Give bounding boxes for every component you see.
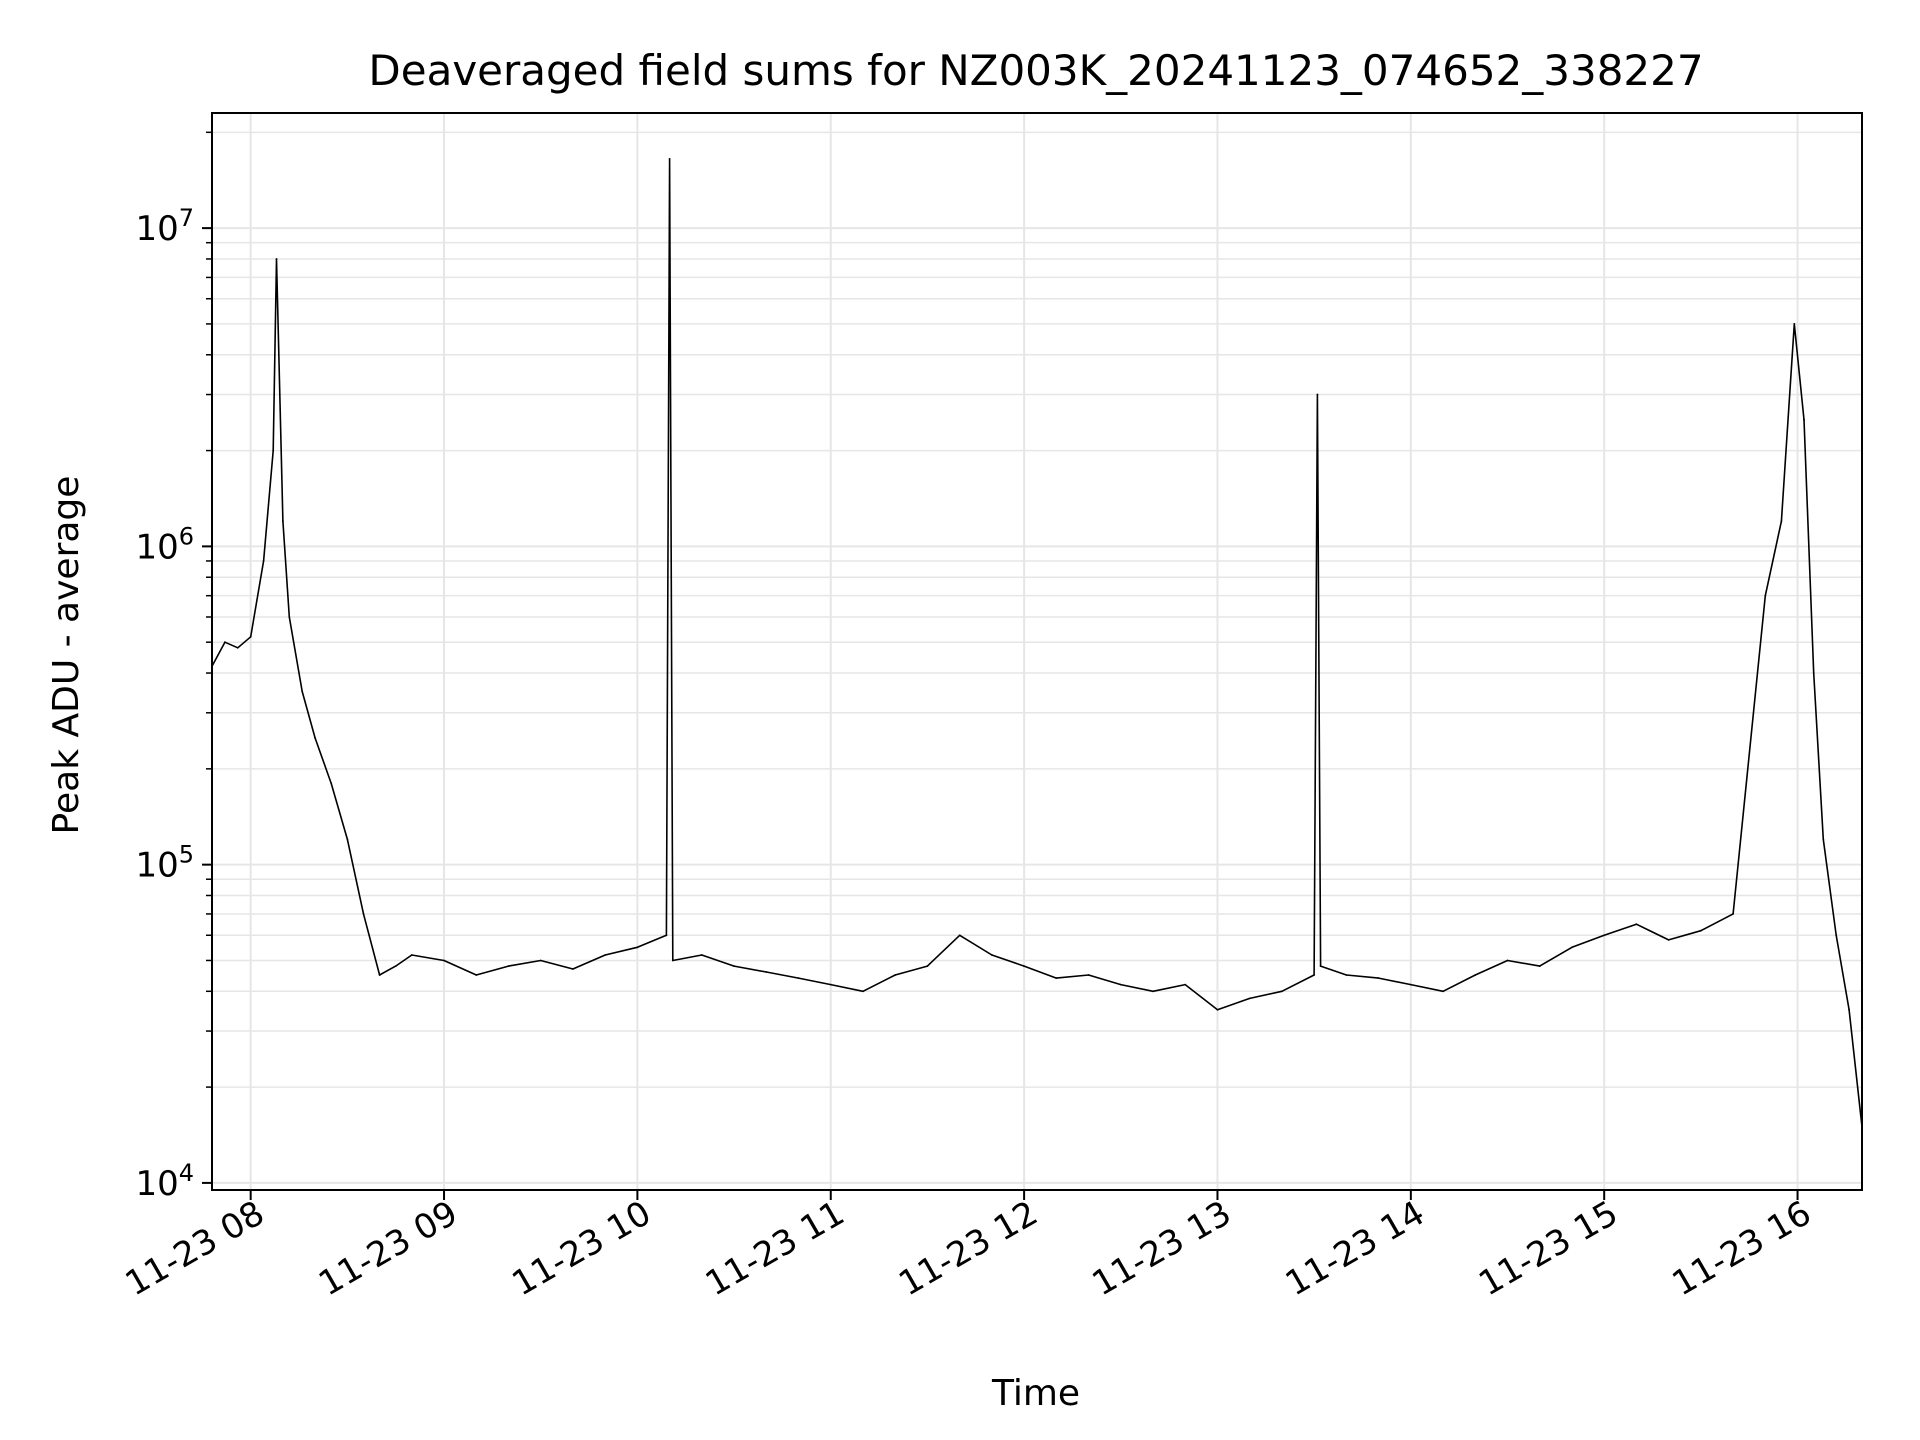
data-point [1812,672,1815,674]
data-point [507,965,510,967]
data-point [362,913,365,915]
data-point [301,690,304,693]
data-point [1732,913,1734,915]
data-point [1119,983,1122,986]
data-point [1571,946,1573,949]
data-point [224,641,226,644]
x-axis-label: Time [991,1373,1080,1414]
data-point [314,737,316,739]
data-point [894,974,897,976]
series-layer [211,158,1863,1128]
data-point [410,954,413,956]
data-point [636,946,639,949]
y-tick-label: 105 [135,841,194,886]
data-point [539,959,542,962]
data-point [700,954,703,956]
y-axis-label: Peak ADU - average [46,476,87,835]
y-tick-label: 107 [135,204,194,249]
data-point [1538,965,1541,967]
data-point [1764,594,1767,597]
y-axis: 104 105 106 107 [135,131,212,1204]
data-point [572,968,574,970]
data-point [1055,977,1058,979]
data-point [272,449,275,452]
data-point [671,959,674,962]
data-point [330,782,333,785]
data-point [275,258,278,260]
data-point [378,974,381,976]
data-point [604,954,607,956]
data-point [1319,965,1322,967]
data-point [1603,934,1606,937]
data-point [765,971,768,973]
data-point [1793,323,1796,325]
data-point [1409,983,1412,986]
data-point [1248,997,1251,1000]
data-point [1474,974,1477,976]
data-point [1087,974,1090,976]
data-point [991,954,993,956]
data-point [475,974,478,976]
data-point [249,635,252,638]
data-point [1780,520,1783,523]
data-point [1345,974,1348,976]
data-point [1152,990,1154,993]
data-point [733,965,735,967]
data-point [1281,990,1283,993]
data-point [1442,990,1444,993]
data-point [1635,923,1638,926]
data-point [829,983,832,986]
chart-title: Deaveraged field sums for NZ003K_2024112… [368,46,1703,95]
data-point [1835,934,1838,937]
data-point [797,977,800,979]
data-point [282,520,284,523]
data-point [1848,1008,1850,1011]
data-point [665,934,668,937]
data-point [1667,939,1670,941]
plot-area-frame [211,112,1863,1191]
data-point [1023,965,1025,967]
data-point [1700,929,1702,932]
data-point [262,560,265,562]
data-point [1377,977,1380,979]
data-point [236,646,239,649]
data-point [1803,418,1805,421]
data-point [1216,1008,1219,1011]
grid [212,113,1862,1190]
data-point [443,959,445,962]
data-point [926,965,929,967]
data-point [288,616,291,618]
y-tick-label: 104 [135,1159,194,1204]
data-point [862,990,864,993]
data-point [1184,983,1187,986]
data-point [1316,393,1319,396]
y-tick-label: 106 [135,522,194,567]
data-point [1313,974,1315,976]
data-point [394,965,397,967]
data-point [1506,959,1509,962]
data-point [1822,838,1825,841]
data-point [346,838,349,841]
data-point [958,934,961,937]
data-point [668,158,671,160]
